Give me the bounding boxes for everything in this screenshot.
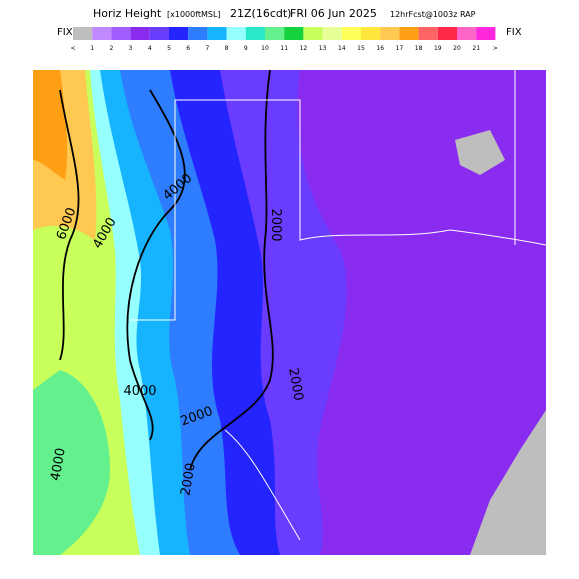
region — [470, 410, 546, 555]
units: [x1000ftMSL] — [167, 10, 221, 19]
colorbar-cell — [380, 27, 400, 40]
contour-label: 2000 — [268, 208, 283, 241]
colorbar-label: 1 — [90, 45, 94, 52]
colorbar-cell — [303, 27, 323, 40]
colorbar-label: 7 — [205, 45, 209, 52]
colorbar-cell — [265, 27, 285, 40]
colorbar-cell — [130, 27, 150, 40]
colorbar-label: 18 — [415, 45, 423, 52]
colorbar-label: 21 — [472, 45, 480, 52]
contour — [59, 89, 80, 361]
title: Horiz Height [x1000ftMSL] 21Z(16cdt) FRI… — [93, 7, 476, 20]
colorbar-label: 16 — [376, 45, 384, 52]
colorbar-cell — [437, 27, 457, 40]
colorbar-label: 8 — [225, 45, 229, 52]
contour-label: 2000 — [285, 367, 306, 402]
contour — [126, 89, 186, 441]
borders — [130, 70, 547, 541]
colorbar-label: 13 — [319, 45, 327, 52]
time: 21Z(16cdt) — [230, 7, 291, 20]
colorbar-label: 6 — [186, 45, 190, 52]
colorbar-label: 12 — [300, 45, 308, 52]
colorbar-label: < — [70, 45, 75, 52]
colorbar-right-label: FIX — [506, 27, 522, 38]
colorbar-label: > — [493, 45, 498, 52]
title-text: Horiz Height — [93, 7, 162, 20]
colorbar-left-label: FIX — [57, 27, 73, 38]
colorbar-label: 20 — [453, 45, 461, 52]
colorbar-label: 10 — [261, 45, 269, 52]
colorbar-cell — [92, 27, 112, 40]
colorbar-cell — [111, 27, 131, 40]
colorbar-label: 2 — [109, 45, 113, 52]
colorbar-label: 5 — [167, 45, 171, 52]
region — [33, 70, 68, 180]
forecast: 12hrFcst@1003z RAP — [390, 10, 476, 19]
colorbar-cell — [245, 27, 265, 40]
border — [224, 429, 301, 541]
colorbar-label: 11 — [280, 45, 288, 52]
border — [175, 99, 547, 246]
colorbar-cell — [399, 27, 419, 40]
region — [33, 370, 110, 555]
colorbar-label: 17 — [396, 45, 404, 52]
colorbar-cell — [361, 27, 381, 40]
region — [455, 130, 505, 175]
colorbar-cell — [476, 27, 496, 40]
border — [130, 100, 176, 321]
contour-label: 4000 — [48, 447, 69, 482]
colorbar-label: 15 — [357, 45, 365, 52]
colorbar-label: 14 — [338, 45, 346, 52]
colorbar-cell — [188, 27, 208, 40]
contour — [189, 69, 274, 471]
colorbar-cell — [169, 27, 189, 40]
contours — [59, 69, 274, 471]
colorbar-cell — [322, 27, 342, 40]
date: FRI 06 Jun 2025 — [290, 7, 377, 20]
colorbar-label: 4 — [148, 45, 152, 52]
colorbar-cell — [149, 27, 169, 40]
contour-label: 2000 — [178, 462, 199, 497]
colorbar-cell — [457, 27, 477, 40]
colorbar-cell — [418, 27, 438, 40]
colorbar-cell — [73, 27, 93, 40]
colorbar-label: 3 — [129, 45, 133, 52]
colorbar-cell — [341, 27, 361, 40]
colorbar-cell — [226, 27, 246, 40]
colorbar-label: 19 — [434, 45, 442, 52]
colorbar: <1 2 3 4 5 6 7 8 9 10 11 12 13 14 15 16 17 18 19 20 21 > — [70, 27, 498, 52]
colorbar-label: 9 — [244, 45, 248, 52]
colorbar-cell — [284, 27, 304, 40]
colorbar-cell — [207, 27, 227, 40]
contour-label: 4000 — [123, 384, 156, 399]
